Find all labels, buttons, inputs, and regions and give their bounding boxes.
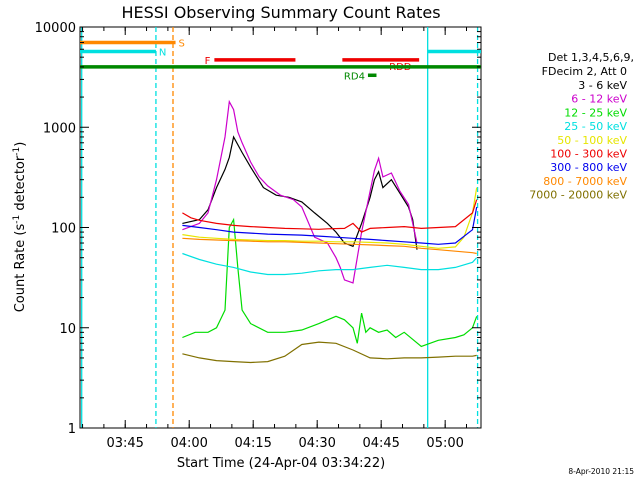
x-tick-label-04-15: 04:15	[234, 436, 271, 451]
series-25-50-kev	[182, 252, 478, 276]
series-layer	[182, 99, 478, 364]
y-axis-ticks: 1 10 100 1000 10000	[35, 21, 481, 437]
flag-label-s: S	[179, 39, 185, 50]
series-12-25-kev	[182, 217, 478, 348]
y-tick-label-100: 100	[51, 222, 76, 237]
legend-item-800-7000-kev: 800 - 7000 keV	[543, 175, 627, 188]
legend-item-3-6-kev: 3 - 6 keV	[578, 79, 627, 92]
legend-header-2: FDecim 2, Att 0	[542, 65, 627, 78]
y-tick-label-10000: 10000	[35, 21, 76, 36]
legend-item-300-800-kev: 300 - 800 keV	[550, 161, 627, 174]
legend-item-25-50-kev: 25 - 50 keV	[564, 120, 627, 133]
legend: Det 1,3,4,5,6,9, FDecim 2, Att 0 3 - 6 k…	[529, 51, 634, 202]
legend-header-1: Det 1,3,4,5,6,9,	[548, 51, 634, 64]
series-6-12-kev	[182, 99, 418, 284]
y-tick-label-1: 1	[68, 422, 76, 437]
flag-label-rd4: RD4	[344, 71, 365, 82]
plot-frame	[79, 26, 482, 429]
x-axis-label: Start Time (24-Apr-04 03:34:22)	[177, 456, 385, 471]
y-axis-label-sup1: -1	[12, 215, 22, 224]
flag-bars: SNFRDDRD4	[80, 39, 481, 82]
series-7000-20000-kev	[182, 341, 477, 364]
x-axis-ticks: 03:45 04:00 04:15 04:30 04:45 05:00	[82, 27, 467, 451]
legend-item-7000-20000-kev: 7000 - 20000 keV	[529, 189, 627, 202]
x-tick-label-03-45: 03:45	[106, 436, 143, 451]
x-tick-label-05-00: 05:00	[426, 436, 463, 451]
x-tick-label-04-30: 04:30	[298, 436, 335, 451]
legend-item-50-100-kev: 50 - 100 keV	[557, 134, 627, 147]
y-axis-label-mid: detector	[13, 155, 28, 215]
series-50-100-kev	[182, 187, 478, 249]
x-tick-label-04-45: 04:45	[362, 436, 399, 451]
y-tick-label-1000: 1000	[43, 121, 76, 136]
series-300-800-kev	[182, 206, 478, 245]
y-axis-label-main: Count Rate (s	[13, 224, 28, 313]
series-3-6-kev	[182, 135, 418, 250]
legend-item-12-25-kev: 12 - 25 keV	[564, 106, 627, 119]
y-tick-label-10: 10	[59, 322, 76, 337]
footer-stamp: 8-Apr-2010 21:15	[568, 467, 634, 476]
x-tick-label-04-00: 04:00	[170, 436, 207, 451]
y-axis-label-sup2: -1	[12, 147, 22, 156]
series-100-300-kev	[182, 199, 478, 233]
flag-label-n: N	[159, 47, 166, 58]
chart-title: HESSI Observing Summary Count Rates	[121, 3, 440, 22]
y-axis-label-end: )	[13, 142, 28, 147]
legend-item-100-300-kev: 100 - 300 keV	[550, 148, 627, 161]
series-800-7000-kev	[182, 237, 477, 255]
flag-label-f: F	[205, 56, 211, 67]
legend-item-6-12-kev: 6 - 12 keV	[571, 93, 627, 106]
y-axis-label: Count Rate (s-1 detector-1)	[12, 142, 28, 313]
